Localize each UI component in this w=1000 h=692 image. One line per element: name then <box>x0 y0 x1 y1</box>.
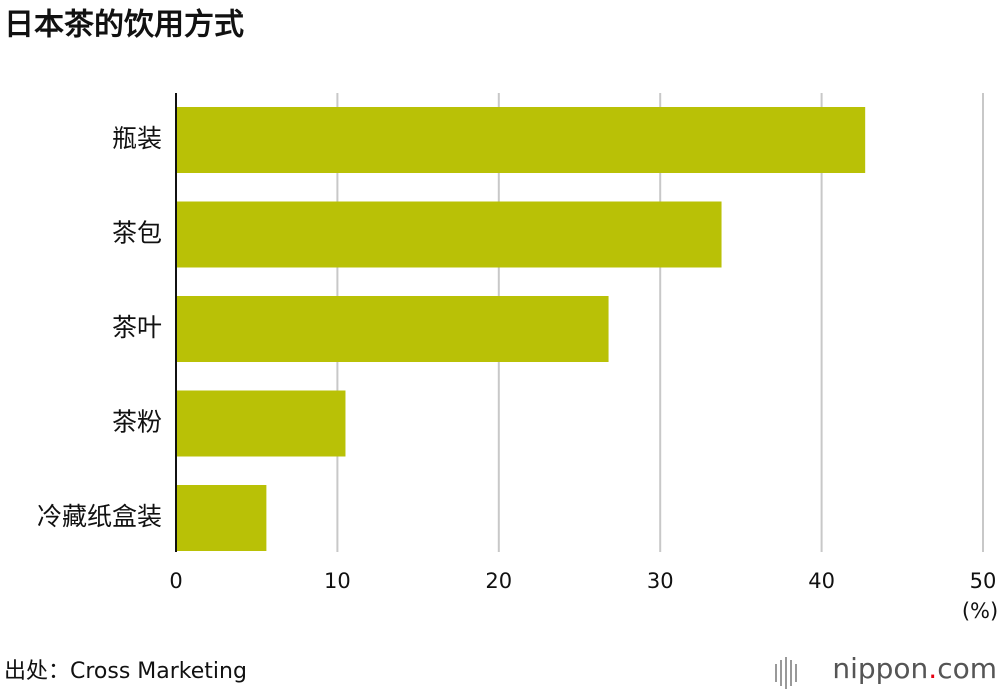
logo-icon <box>775 657 797 689</box>
logo-dot: . <box>928 652 937 685</box>
x-tick-label: 10 <box>324 569 351 593</box>
category-label: 冷藏纸盒装 <box>37 502 162 531</box>
x-tick-label: 30 <box>647 569 674 593</box>
chart-title: 日本茶的饮用方式 <box>4 8 244 43</box>
bars <box>176 107 866 551</box>
category-label: 茶叶 <box>112 313 162 342</box>
logo-suffix: com <box>937 652 997 685</box>
logo: nippon.com <box>832 652 997 685</box>
category-label: 茶粉 <box>112 408 162 437</box>
bar <box>176 390 346 457</box>
category-label: 瓶装 <box>112 124 162 153</box>
bar <box>176 107 866 173</box>
bar <box>176 296 609 362</box>
x-tick-label: 50 <box>970 569 997 593</box>
x-tick-label: 20 <box>485 569 512 593</box>
x-tick-label: 40 <box>808 569 835 593</box>
logo-brand: nippon <box>832 652 928 685</box>
bar <box>176 201 722 268</box>
bar <box>176 485 267 551</box>
x-tick-label: 0 <box>169 569 182 593</box>
source: 出处：Cross Marketing <box>4 659 247 684</box>
unit-label: (%) <box>962 599 998 623</box>
category-label: 茶包 <box>112 219 162 248</box>
